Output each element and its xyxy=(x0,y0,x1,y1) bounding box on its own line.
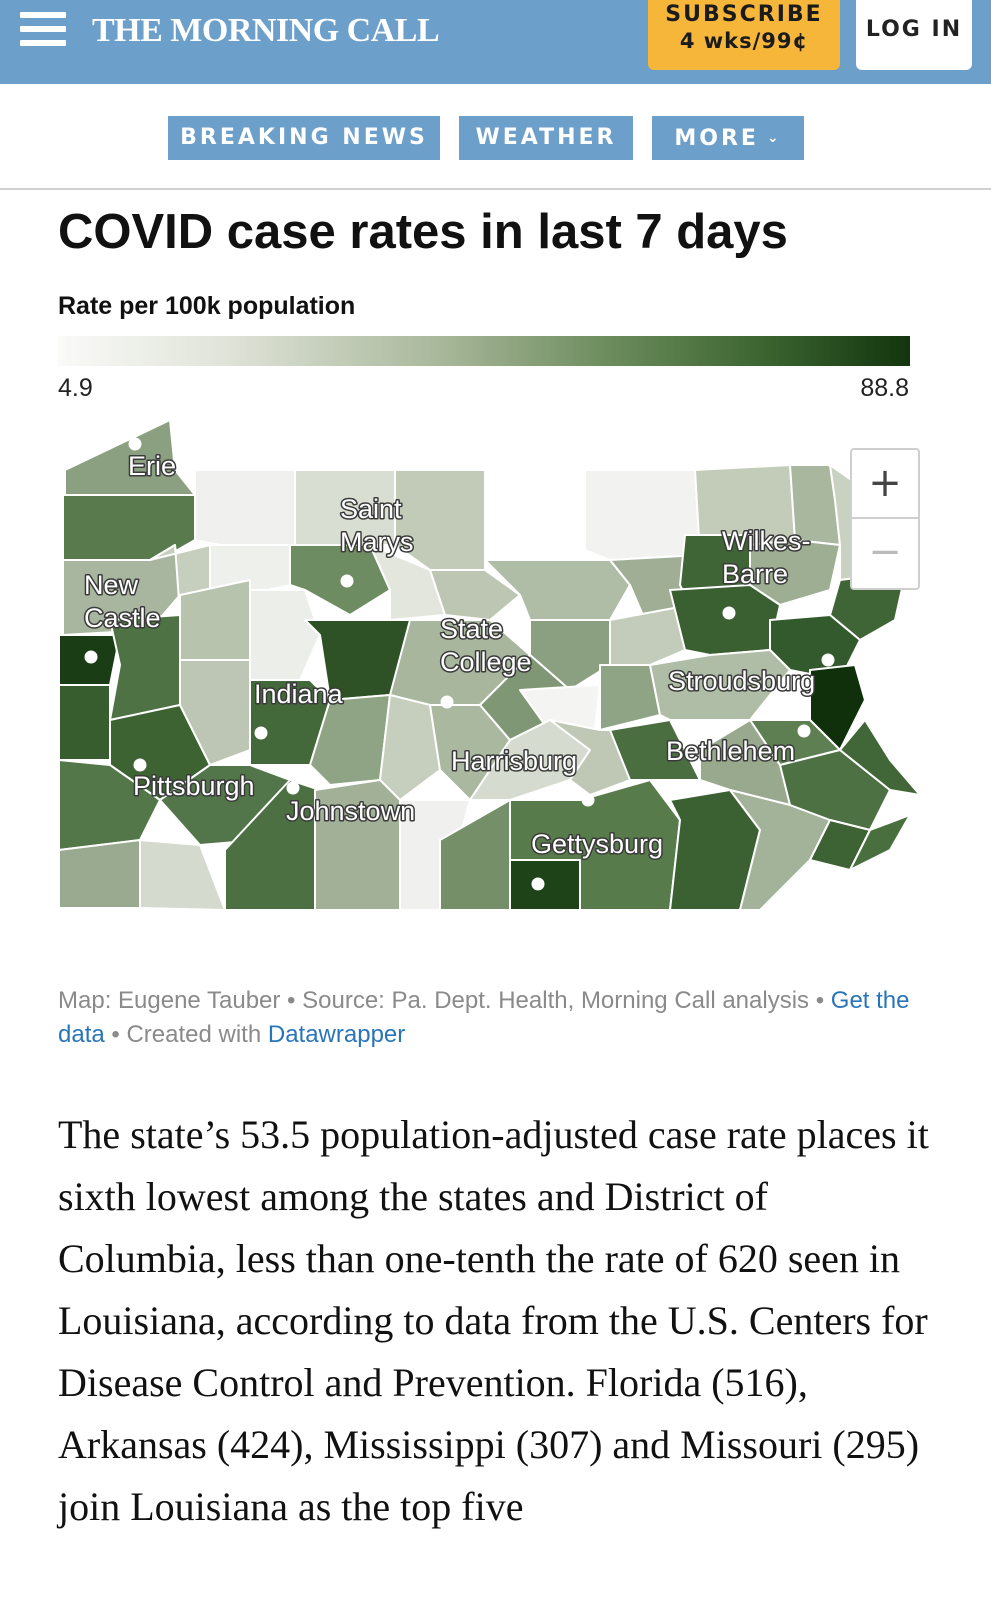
county-lebanon[interactable] xyxy=(609,719,701,781)
city-label-stroudsburg: Stroudsburg xyxy=(668,666,815,696)
county-blair[interactable] xyxy=(379,694,441,801)
article-paragraph: The state’s 53.5 population-adjusted cas… xyxy=(58,1112,929,1529)
city-marker-bethlehem[interactable] xyxy=(797,724,811,738)
county-schuylkill[interactable] xyxy=(649,649,791,721)
get-the-data-link[interactable]: Get the data xyxy=(58,987,910,1048)
county-greene[interactable] xyxy=(58,839,141,909)
city-marker-pittsburgh[interactable] xyxy=(133,758,147,772)
city-marker-saint-marys[interactable] xyxy=(340,574,354,588)
city-marker-indiana[interactable] xyxy=(254,726,268,740)
nav-more-label: MORE xyxy=(674,126,759,151)
city-label-pittsburgh: Pittsburgh xyxy=(133,771,255,801)
subscribe-offer: 4 wks/99¢ xyxy=(679,29,809,53)
county-northampton[interactable] xyxy=(809,664,866,751)
county-armstrong[interactable] xyxy=(179,659,251,766)
county-cambria[interactable] xyxy=(309,694,391,786)
top-bar: THE MORNING CALL SUBSCRIBE 4 wks/99¢ LOG… xyxy=(0,0,991,84)
city-marker-state-college[interactable] xyxy=(440,695,454,709)
county-philadelphia[interactable] xyxy=(849,814,911,871)
city-label-new-castle-line2: Castle xyxy=(84,603,161,633)
county-tioga[interactable] xyxy=(584,469,701,561)
legend-title: Rate per 100k population xyxy=(58,292,356,320)
county-fayette[interactable] xyxy=(139,839,226,911)
county-cameron[interactable] xyxy=(369,544,446,621)
city-label-new-castle-line1: New xyxy=(84,570,139,600)
map-zoom-controls: + − xyxy=(850,448,920,590)
city-marker-johnstown[interactable] xyxy=(286,781,300,795)
city-label-gettysburg: Gettysburg xyxy=(531,829,663,859)
city-label-harrisburg: Harrisburg xyxy=(451,746,577,776)
city-label-saint-marys-line2: Marys xyxy=(340,527,414,557)
county-jefferson[interactable] xyxy=(249,589,321,681)
subscribe-label: SUBSCRIBE xyxy=(665,2,823,27)
city-label-new-castle: New Castle xyxy=(84,570,161,633)
city-marker-gettysburg[interactable] xyxy=(531,877,545,891)
section-nav: BREAKING NEWS WEATHER MORE ⌄ xyxy=(0,84,991,190)
county-erie[interactable] xyxy=(64,420,196,496)
legend-max-label: 88.8 xyxy=(860,374,909,402)
map-credit: Map: Eugene Tauber • Source: Pa. Dept. H… xyxy=(58,984,938,1052)
brand-logo[interactable]: THE MORNING CALL xyxy=(92,12,440,49)
county-shapes xyxy=(58,420,921,911)
county-washington[interactable] xyxy=(58,759,161,851)
city-marker-erie[interactable] xyxy=(128,437,142,451)
city-label-indiana: Indiana xyxy=(254,679,344,709)
nav-weather-label: WEATHER xyxy=(475,125,617,150)
county-adams[interactable] xyxy=(509,859,581,911)
city-label-state-college-line2: College xyxy=(440,647,532,677)
chevron-down-icon: ⌄ xyxy=(766,130,782,146)
city-label-bethlehem: Bethlehem xyxy=(666,736,795,766)
hamburger-icon[interactable] xyxy=(20,12,66,52)
subscribe-button[interactable]: SUBSCRIBE 4 wks/99¢ xyxy=(648,0,840,70)
county-clinton[interactable] xyxy=(429,569,521,621)
zoom-in-button[interactable]: + xyxy=(852,450,918,519)
county-warren[interactable] xyxy=(194,469,296,551)
credit-middle: • Created with xyxy=(104,1021,268,1048)
county-crawford[interactable] xyxy=(62,494,196,561)
nav-breaking-news[interactable]: BREAKING NEWS xyxy=(168,116,440,160)
datawrapper-link[interactable]: Datawrapper xyxy=(267,1021,406,1048)
city-label-wilkes-barre-line2: Barre xyxy=(722,559,788,589)
city-marker-harrisburg[interactable] xyxy=(581,793,595,807)
city-marker-wilkes-barre[interactable] xyxy=(722,606,736,620)
city-label-state-college-line1: State xyxy=(440,614,503,644)
city-label-wilkes-barre: Wilkes-Barre xyxy=(722,526,811,589)
county-luzerne[interactable] xyxy=(669,584,781,656)
city-marker-new-castle[interactable] xyxy=(84,650,98,664)
county-dauphin[interactable] xyxy=(549,719,631,796)
nav-more[interactable]: MORE ⌄ xyxy=(652,116,804,160)
login-button[interactable]: LOG IN xyxy=(856,0,972,70)
city-marker-stroudsburg[interactable] xyxy=(821,653,835,667)
nav-weather[interactable]: WEATHER xyxy=(459,116,633,160)
legend-min-label: 4.9 xyxy=(58,374,93,402)
pennsylvania-county-map[interactable]: Erie Saint Marys New Castle State College W… xyxy=(50,420,940,940)
map-title: COVID case rates in last 7 days xyxy=(58,205,788,259)
county-clarion[interactable] xyxy=(179,579,251,661)
credit-prefix: Map: Eugene Tauber • Source: Pa. Dept. H… xyxy=(58,987,831,1014)
legend-color-ramp xyxy=(58,336,910,366)
county-bucks[interactable] xyxy=(839,719,921,796)
city-label-erie: Erie xyxy=(128,451,176,481)
city-labels: Erie Saint Marys New Castle State College W… xyxy=(83,450,817,861)
county-york[interactable] xyxy=(509,779,681,911)
zoom-out-button[interactable]: − xyxy=(868,529,902,575)
county-beaver[interactable] xyxy=(58,684,111,761)
city-label-saint-marys-line1: Saint xyxy=(340,494,402,524)
city-label-saint-marys: Saint Marys xyxy=(340,494,414,557)
city-label-johnstown: Johnstown xyxy=(286,796,415,826)
city-markers xyxy=(84,437,835,891)
city-label-state-college: State College xyxy=(440,614,532,677)
city-label-wilkes-barre-line1: Wilkes- xyxy=(722,526,811,556)
nav-breaking-news-label: BREAKING NEWS xyxy=(180,125,428,150)
